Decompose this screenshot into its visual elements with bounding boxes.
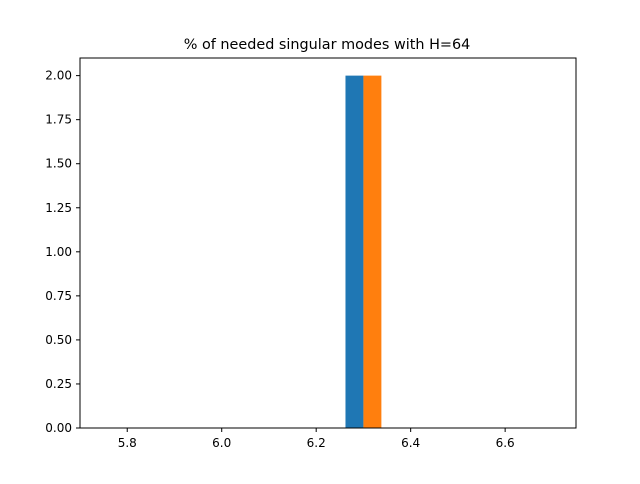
x-tick-label: 5.8 [118, 436, 137, 450]
y-tick-label: 0.75 [45, 289, 72, 303]
y-axis: 0.00 0.25 0.50 0.75 1.00 1.25 1.50 1.75 2.00 [45, 69, 80, 435]
y-tick-label: 1.00 [45, 245, 72, 259]
x-axis: 5.8 6.0 6.2 6.4 6.6 [118, 428, 515, 450]
bar-series-2-bin-1 [363, 75, 382, 428]
x-tick-label: 6.2 [307, 436, 326, 450]
bars-group [345, 75, 382, 428]
bar-series-1-bin-1 [345, 75, 364, 428]
chart-title: % of needed singular modes with H=64 [184, 37, 471, 53]
x-tick-label: 6.6 [496, 436, 515, 450]
y-tick-label: 1.50 [45, 157, 72, 171]
y-tick-label: 1.25 [45, 201, 72, 215]
x-tick-label: 6.0 [212, 436, 231, 450]
y-tick-label: 0.25 [45, 377, 72, 391]
y-tick-label: 0.00 [45, 421, 72, 435]
y-tick-label: 2.00 [45, 69, 72, 83]
x-tick-label: 6.4 [401, 436, 420, 450]
plot-frame [79, 57, 577, 429]
y-tick-label: 1.75 [45, 113, 72, 127]
y-tick-label: 0.50 [45, 333, 72, 347]
